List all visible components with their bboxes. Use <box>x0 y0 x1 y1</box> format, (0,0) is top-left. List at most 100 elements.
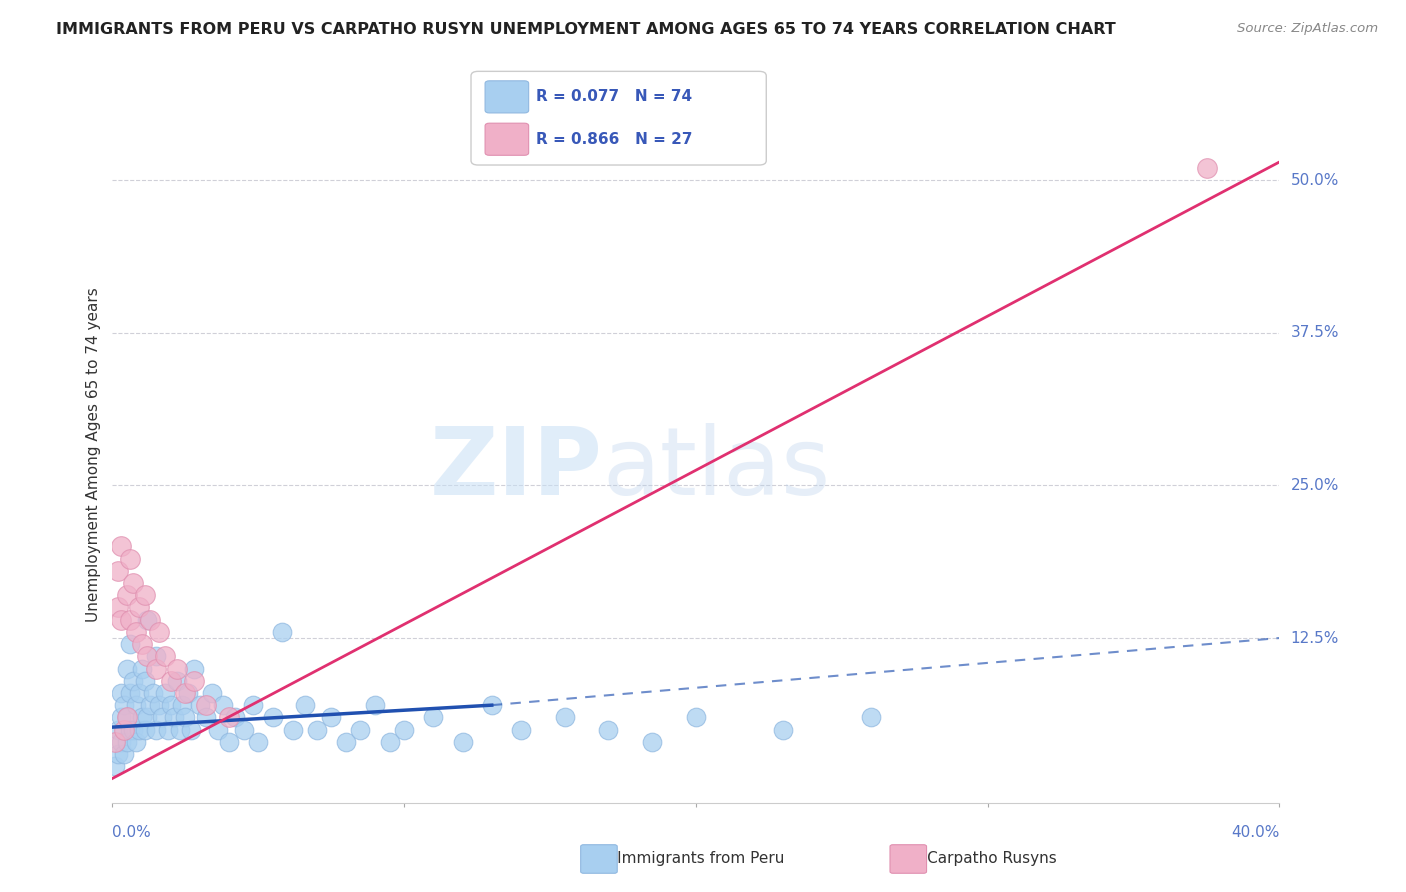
Point <box>125 624 148 639</box>
Text: ZIP: ZIP <box>430 423 603 515</box>
Text: Immigrants from Peru: Immigrants from Peru <box>583 851 785 865</box>
Point <box>160 673 183 688</box>
Point <box>112 698 135 713</box>
Text: atlas: atlas <box>603 423 831 515</box>
Point <box>115 710 138 724</box>
Point <box>262 710 284 724</box>
Point <box>131 637 153 651</box>
Point <box>207 723 229 737</box>
Point <box>451 735 474 749</box>
Point <box>122 576 145 591</box>
Point <box>772 723 794 737</box>
Point <box>194 710 217 724</box>
Point <box>118 686 141 700</box>
Point <box>150 710 173 724</box>
Point <box>174 710 197 724</box>
Point <box>110 710 132 724</box>
Point <box>139 698 162 713</box>
Point <box>122 673 145 688</box>
Point <box>169 723 191 737</box>
Point <box>134 588 156 602</box>
Text: R = 0.866   N = 27: R = 0.866 N = 27 <box>536 132 692 147</box>
Point <box>218 735 240 749</box>
Point <box>294 698 316 713</box>
Point <box>554 710 576 724</box>
Point <box>115 661 138 675</box>
Point <box>349 723 371 737</box>
Point <box>163 710 186 724</box>
Point <box>112 747 135 761</box>
Point <box>131 661 153 675</box>
Point <box>183 661 205 675</box>
Point <box>174 686 197 700</box>
Point <box>139 613 162 627</box>
Point <box>148 624 170 639</box>
Point <box>128 723 150 737</box>
Point <box>110 613 132 627</box>
Point <box>118 613 141 627</box>
Point <box>188 698 211 713</box>
Point <box>183 673 205 688</box>
Point <box>378 735 401 749</box>
Point <box>136 649 159 664</box>
Text: 0.0%: 0.0% <box>112 825 152 840</box>
Text: 50.0%: 50.0% <box>1291 173 1339 188</box>
Point <box>242 698 264 713</box>
Point <box>177 686 200 700</box>
Text: 40.0%: 40.0% <box>1232 825 1279 840</box>
Point <box>160 698 183 713</box>
Point <box>321 710 343 724</box>
Y-axis label: Unemployment Among Ages 65 to 74 years: Unemployment Among Ages 65 to 74 years <box>86 287 101 623</box>
Text: Source: ZipAtlas.com: Source: ZipAtlas.com <box>1237 22 1378 36</box>
Point <box>481 698 503 713</box>
Point <box>125 735 148 749</box>
Point <box>180 723 202 737</box>
Point <box>509 723 531 737</box>
Point <box>112 723 135 737</box>
Point <box>145 661 167 675</box>
Point <box>1195 161 1218 175</box>
Point <box>107 747 129 761</box>
Point <box>153 686 176 700</box>
Point <box>134 673 156 688</box>
Point <box>166 661 188 675</box>
Text: IMMIGRANTS FROM PERU VS CARPATHO RUSYN UNEMPLOYMENT AMONG AGES 65 TO 74 YEARS CO: IMMIGRANTS FROM PERU VS CARPATHO RUSYN U… <box>56 22 1116 37</box>
Point <box>283 723 305 737</box>
Point <box>364 698 387 713</box>
Point <box>128 686 150 700</box>
Point <box>115 710 138 724</box>
Point <box>335 735 357 749</box>
Point <box>685 710 707 724</box>
Text: 12.5%: 12.5% <box>1291 631 1339 646</box>
Point <box>598 723 620 737</box>
Point <box>641 735 664 749</box>
Point <box>110 735 132 749</box>
Point <box>125 698 148 713</box>
Point <box>148 698 170 713</box>
Point <box>172 698 194 713</box>
Point <box>194 698 217 713</box>
Text: R = 0.077   N = 74: R = 0.077 N = 74 <box>536 89 692 104</box>
Point <box>118 551 141 566</box>
Point <box>166 673 188 688</box>
Point <box>118 723 141 737</box>
Point <box>110 686 132 700</box>
Point <box>142 686 165 700</box>
Text: 25.0%: 25.0% <box>1291 478 1339 493</box>
Point <box>212 698 235 713</box>
Point <box>270 624 292 639</box>
Point <box>136 710 159 724</box>
Point <box>145 649 167 664</box>
Point <box>136 613 159 627</box>
Point <box>859 710 883 724</box>
Text: 37.5%: 37.5% <box>1291 326 1339 341</box>
Point <box>422 710 444 724</box>
Point <box>156 723 179 737</box>
Point <box>107 600 129 615</box>
Point <box>305 723 328 737</box>
Point <box>115 588 138 602</box>
Point <box>104 759 127 773</box>
Point <box>110 540 132 554</box>
Point <box>104 735 127 749</box>
Point <box>232 723 254 737</box>
